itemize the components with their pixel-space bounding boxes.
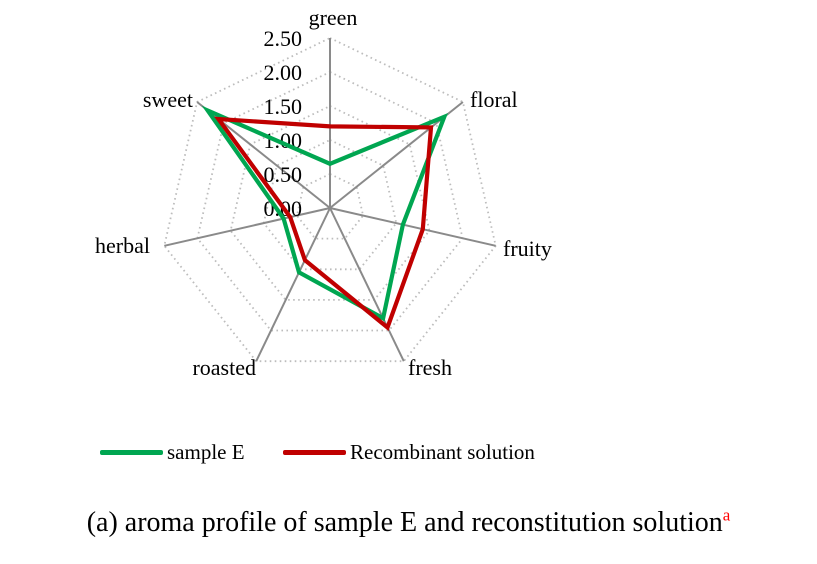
series-polygon-recombinant-solution bbox=[214, 116, 434, 332]
grid-ring bbox=[262, 139, 398, 271]
axis-label-herbal: herbal bbox=[95, 233, 150, 258]
legend-line-recombinant-solution bbox=[283, 450, 346, 455]
axis-label-fresh: fresh bbox=[408, 355, 452, 380]
legend-label-recombinant-solution: Recombinant solution bbox=[350, 440, 535, 464]
series-polygon-sample-e bbox=[201, 105, 449, 322]
axis-spoke-fruity bbox=[329, 207, 496, 247]
tick-label-1.50: 1.50 bbox=[264, 94, 303, 119]
axis-label-green: green bbox=[309, 5, 358, 30]
chart-legend: sample E Recombinant solution bbox=[0, 0, 817, 464]
axis-label-roasted: roasted bbox=[192, 355, 256, 380]
axis-spoke-fresh bbox=[329, 207, 405, 362]
tick-label-2.00: 2.00 bbox=[264, 60, 303, 85]
figure-caption: (a) aroma profile of sample E and recons… bbox=[0, 506, 817, 540]
axis-label-floral: floral bbox=[470, 87, 518, 112]
grid-ring bbox=[163, 37, 497, 363]
tick-label-0.50: 0.50 bbox=[264, 162, 303, 187]
caption-text: (a) aroma profile of sample E and recons… bbox=[86, 507, 723, 538]
axis-label-fruity: fruity bbox=[503, 236, 552, 261]
legend-label-sample-e: sample E bbox=[167, 440, 245, 464]
axis-spoke-herbal bbox=[164, 207, 331, 247]
axis-spoke-roasted bbox=[255, 207, 331, 362]
legend-line-sample-e bbox=[100, 450, 163, 455]
radar-chart: 0.000.501.001.502.002.50greenfloralfruit… bbox=[95, 5, 552, 380]
caption-superscript: a bbox=[722, 505, 731, 525]
axis-label-sweet: sweet bbox=[143, 87, 193, 112]
tick-label-2.50: 2.50 bbox=[264, 26, 303, 51]
